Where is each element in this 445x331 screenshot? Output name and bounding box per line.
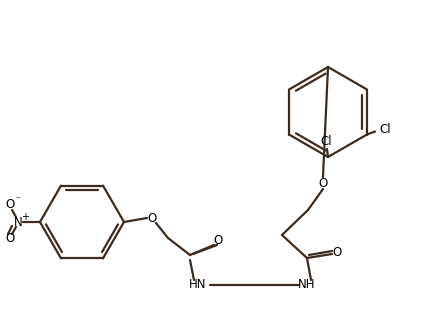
Text: ⁻: ⁻ xyxy=(16,195,20,205)
Text: Cl: Cl xyxy=(320,134,332,148)
Text: O: O xyxy=(213,234,222,248)
Text: O: O xyxy=(147,212,157,224)
Text: O: O xyxy=(5,232,15,246)
Text: O: O xyxy=(318,176,328,190)
Text: Cl: Cl xyxy=(379,123,391,136)
Text: NH: NH xyxy=(298,278,316,292)
Text: O: O xyxy=(332,247,342,260)
Text: N: N xyxy=(14,215,22,228)
Text: +: + xyxy=(21,212,29,222)
Text: O: O xyxy=(5,199,15,212)
Text: HN: HN xyxy=(189,278,207,292)
